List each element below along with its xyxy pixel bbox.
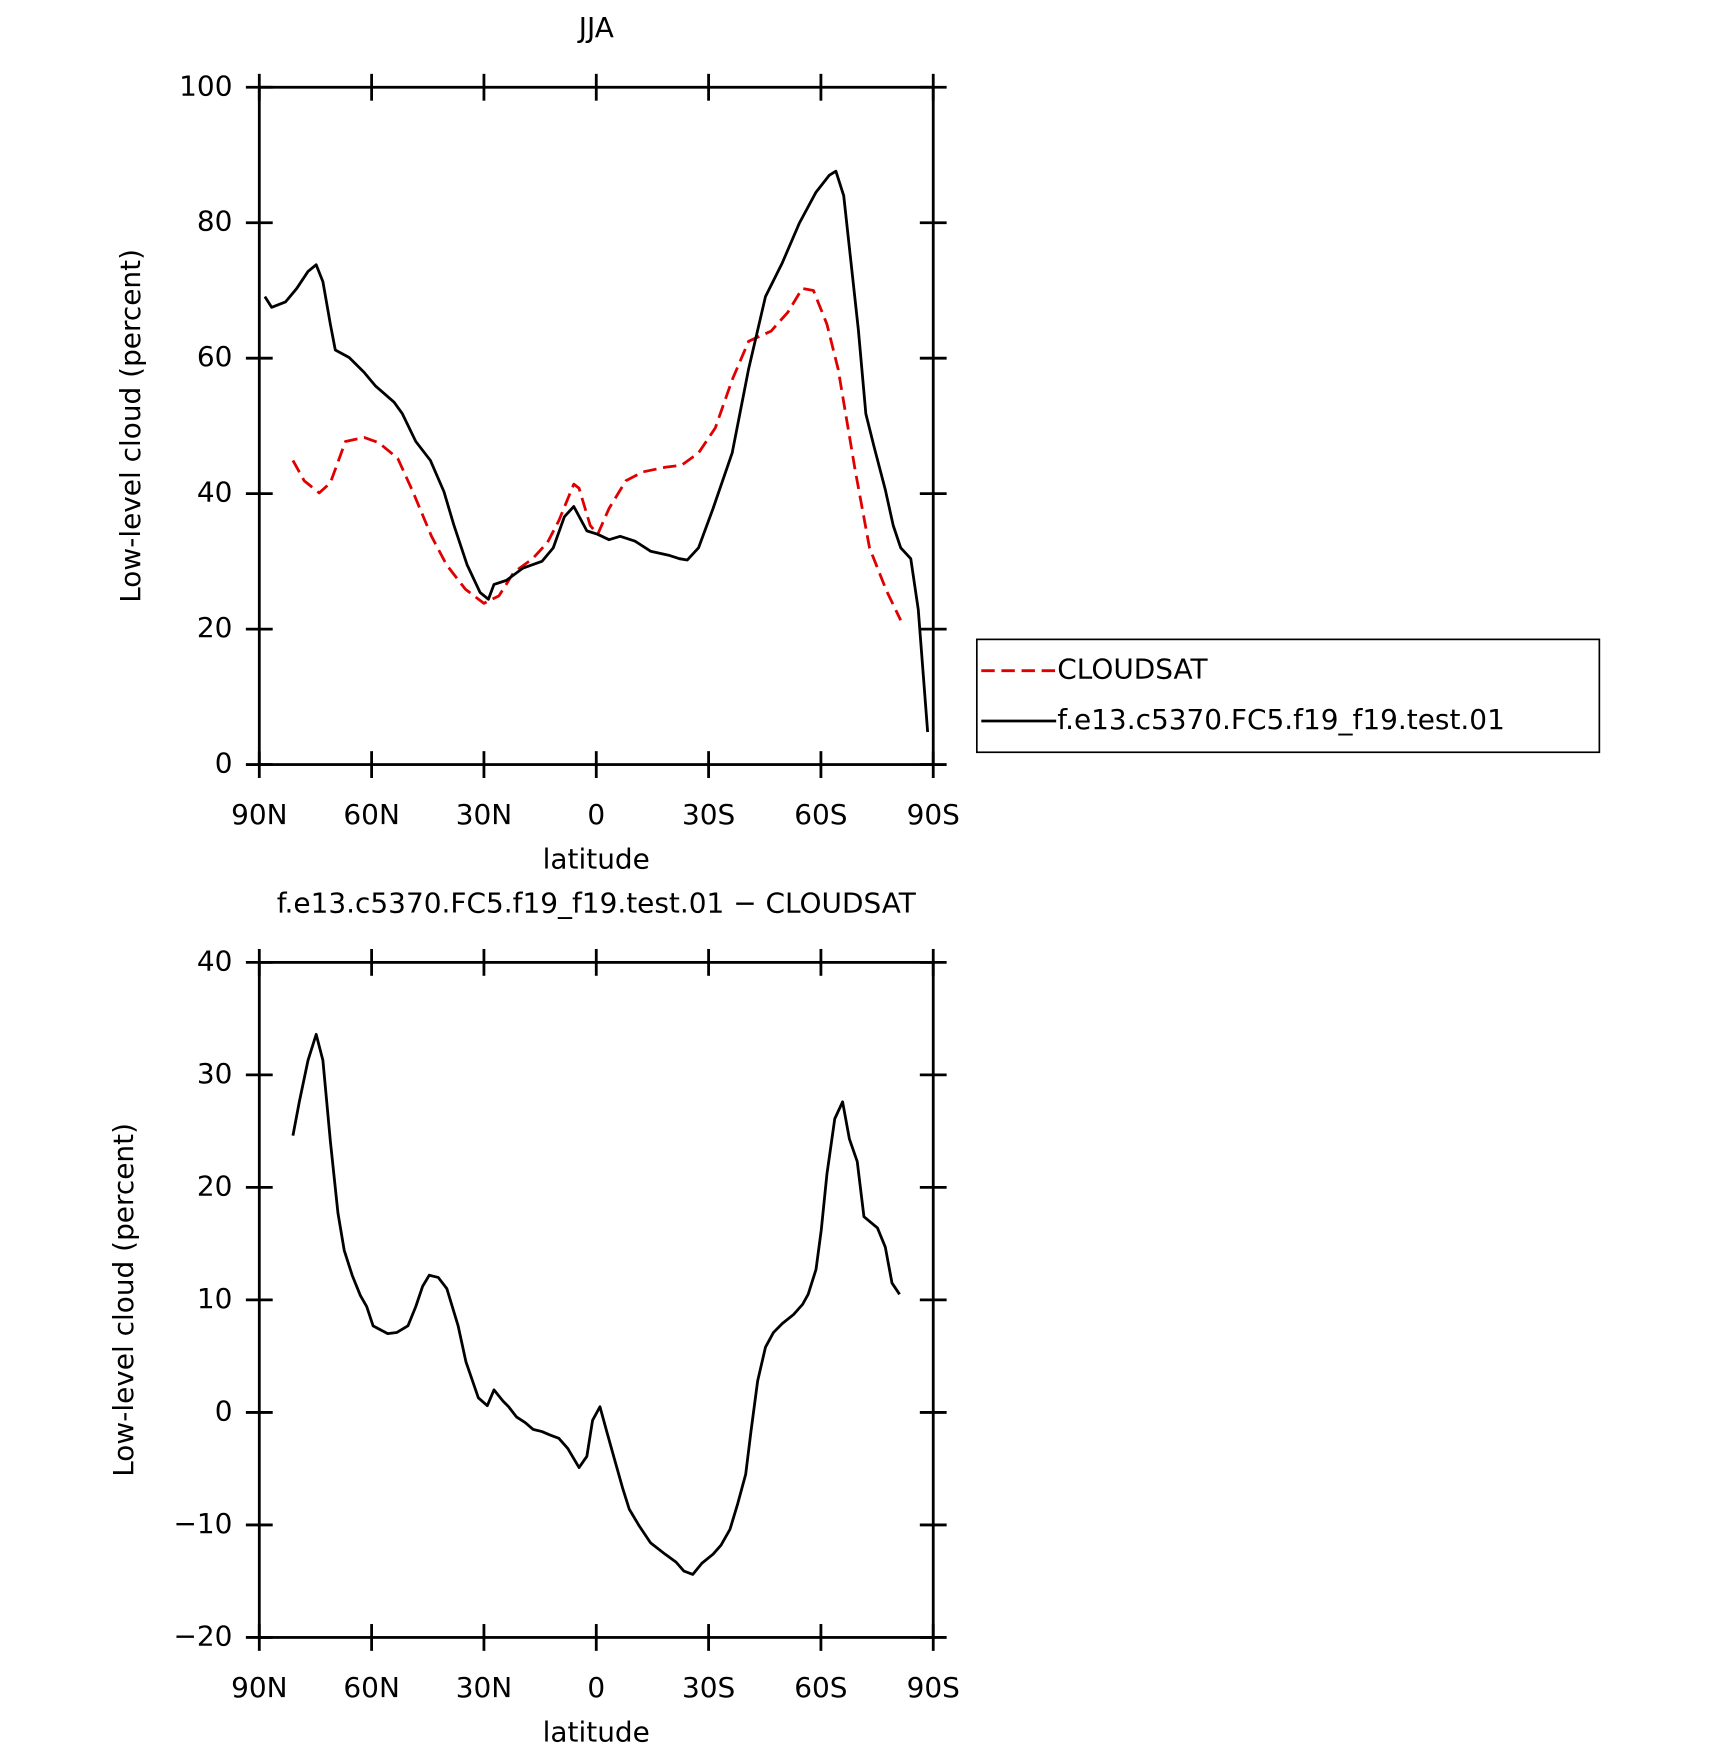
y-tick-label: 40 xyxy=(197,944,233,977)
y-tick-label: −20 xyxy=(174,1619,233,1652)
y-tick-label: 0 xyxy=(215,1394,233,1427)
data-line xyxy=(263,169,930,733)
y-tick-label: 20 xyxy=(197,1169,233,1202)
x-tick-label: 30S xyxy=(682,798,735,831)
chart-title: JJA xyxy=(577,11,614,44)
x-axis-label: latitude xyxy=(543,843,650,876)
x-tick-label: 60N xyxy=(343,798,399,831)
legend-label: f.e13.c5370.FC5.f19_f19.test.01 xyxy=(1057,703,1505,736)
y-tick-label: −10 xyxy=(174,1507,233,1540)
x-tick-label: 0 xyxy=(587,1671,605,1704)
plot: JJA latitude Low-level cloud (percent) 90N 6… xyxy=(114,11,1601,876)
y-tick-label: 60 xyxy=(197,340,233,373)
legend-box xyxy=(975,638,1601,754)
plot: f.e13.c5370.FC5.f19_f19.test.01 − CLOUDS… xyxy=(107,886,960,1748)
x-tick-label: 90S xyxy=(907,798,960,831)
y-tick-label: 30 xyxy=(197,1057,233,1090)
y-tick-label: 20 xyxy=(197,611,233,644)
x-tick-label: 30N xyxy=(456,1671,512,1704)
chart-title: f.e13.c5370.FC5.f19_f19.test.01 − CLOUDS… xyxy=(277,886,917,919)
x-tick-label: 60S xyxy=(794,1671,847,1704)
plot-frame xyxy=(257,960,935,1639)
y-tick-label: 80 xyxy=(197,205,233,238)
x-tick-label: 30N xyxy=(456,798,512,831)
y-tick-label: 100 xyxy=(179,69,232,102)
data-line xyxy=(291,287,902,621)
legend-label: CLOUDSAT xyxy=(1057,653,1208,686)
y-tick-label: 0 xyxy=(215,747,233,780)
plot-frame xyxy=(257,85,935,766)
x-tick-label: 60N xyxy=(343,1671,399,1704)
x-tick-label: 90N xyxy=(231,1671,287,1704)
x-tick-label: 90N xyxy=(231,798,287,831)
x-tick-label: 60S xyxy=(794,798,847,831)
y-axis-label: Low-level cloud (percent) xyxy=(107,1123,140,1477)
y-axis-label: Low-level cloud (percent) xyxy=(114,249,147,603)
y-tick-label: 10 xyxy=(197,1282,233,1315)
x-tick-label: 0 xyxy=(587,798,605,831)
x-tick-label: 30S xyxy=(682,1671,735,1704)
x-tick-label: 90S xyxy=(907,1671,960,1704)
data-line xyxy=(291,1032,901,1576)
x-axis-label: latitude xyxy=(543,1716,650,1749)
y-tick-label: 40 xyxy=(197,476,233,509)
